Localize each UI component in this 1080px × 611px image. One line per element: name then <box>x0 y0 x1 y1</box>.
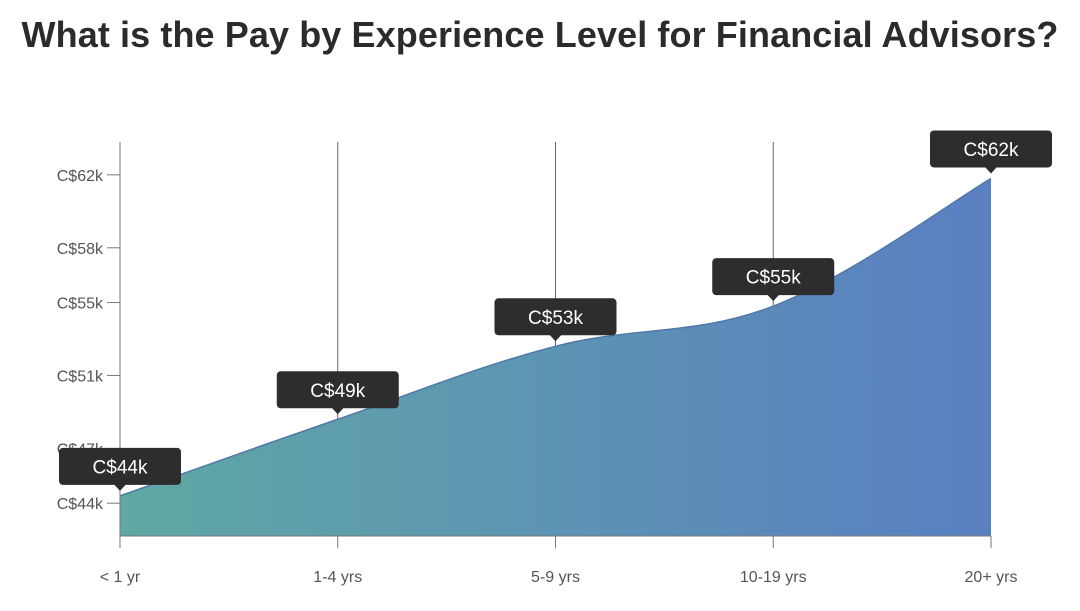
value-callout-pointer <box>549 334 562 342</box>
value-callout-pointer <box>331 407 344 415</box>
value-callout-box <box>930 130 1052 168</box>
chart-title: What is the Pay by Experience Level for … <box>21 14 1059 55</box>
x-tick-label: 5-9 yrs <box>531 569 580 586</box>
value-callout-box <box>712 258 835 296</box>
value-label: C$55k <box>746 268 801 289</box>
value-callout: C$55k <box>712 258 835 302</box>
value-callout: C$44k <box>59 447 181 491</box>
x-tick-label: 20+ yrs <box>965 569 1018 586</box>
value-callout-pointer <box>985 166 997 174</box>
y-tick-label: C$55k <box>57 296 104 313</box>
value-label: C$49k <box>310 381 365 402</box>
y-tick-label: C$44k <box>57 496 104 513</box>
value-callout-pointer <box>114 484 126 491</box>
y-tick-label: C$51k <box>57 368 104 385</box>
value-callout: C$62k <box>930 130 1052 174</box>
value-callout-box <box>59 447 181 485</box>
x-tick-label: < 1 yr <box>100 569 141 586</box>
salary-line <box>119 177 992 497</box>
x-tick-label: 1-4 yrs <box>313 569 362 586</box>
value-label: C$62k <box>964 140 1019 161</box>
value-label: C$44k <box>93 457 148 478</box>
value-callout-box <box>276 371 399 409</box>
y-tick-label: C$62k <box>57 168 104 185</box>
salary-area <box>120 178 991 536</box>
value-callout: C$53k <box>494 298 617 342</box>
value-label: C$53k <box>528 308 583 329</box>
x-tick-label: 10-19 yrs <box>740 569 807 586</box>
value-callout-pointer <box>767 294 780 302</box>
value-callout: C$49k <box>276 371 399 415</box>
y-tick-label: C$58k <box>57 241 104 258</box>
value-callout-box <box>494 298 617 336</box>
